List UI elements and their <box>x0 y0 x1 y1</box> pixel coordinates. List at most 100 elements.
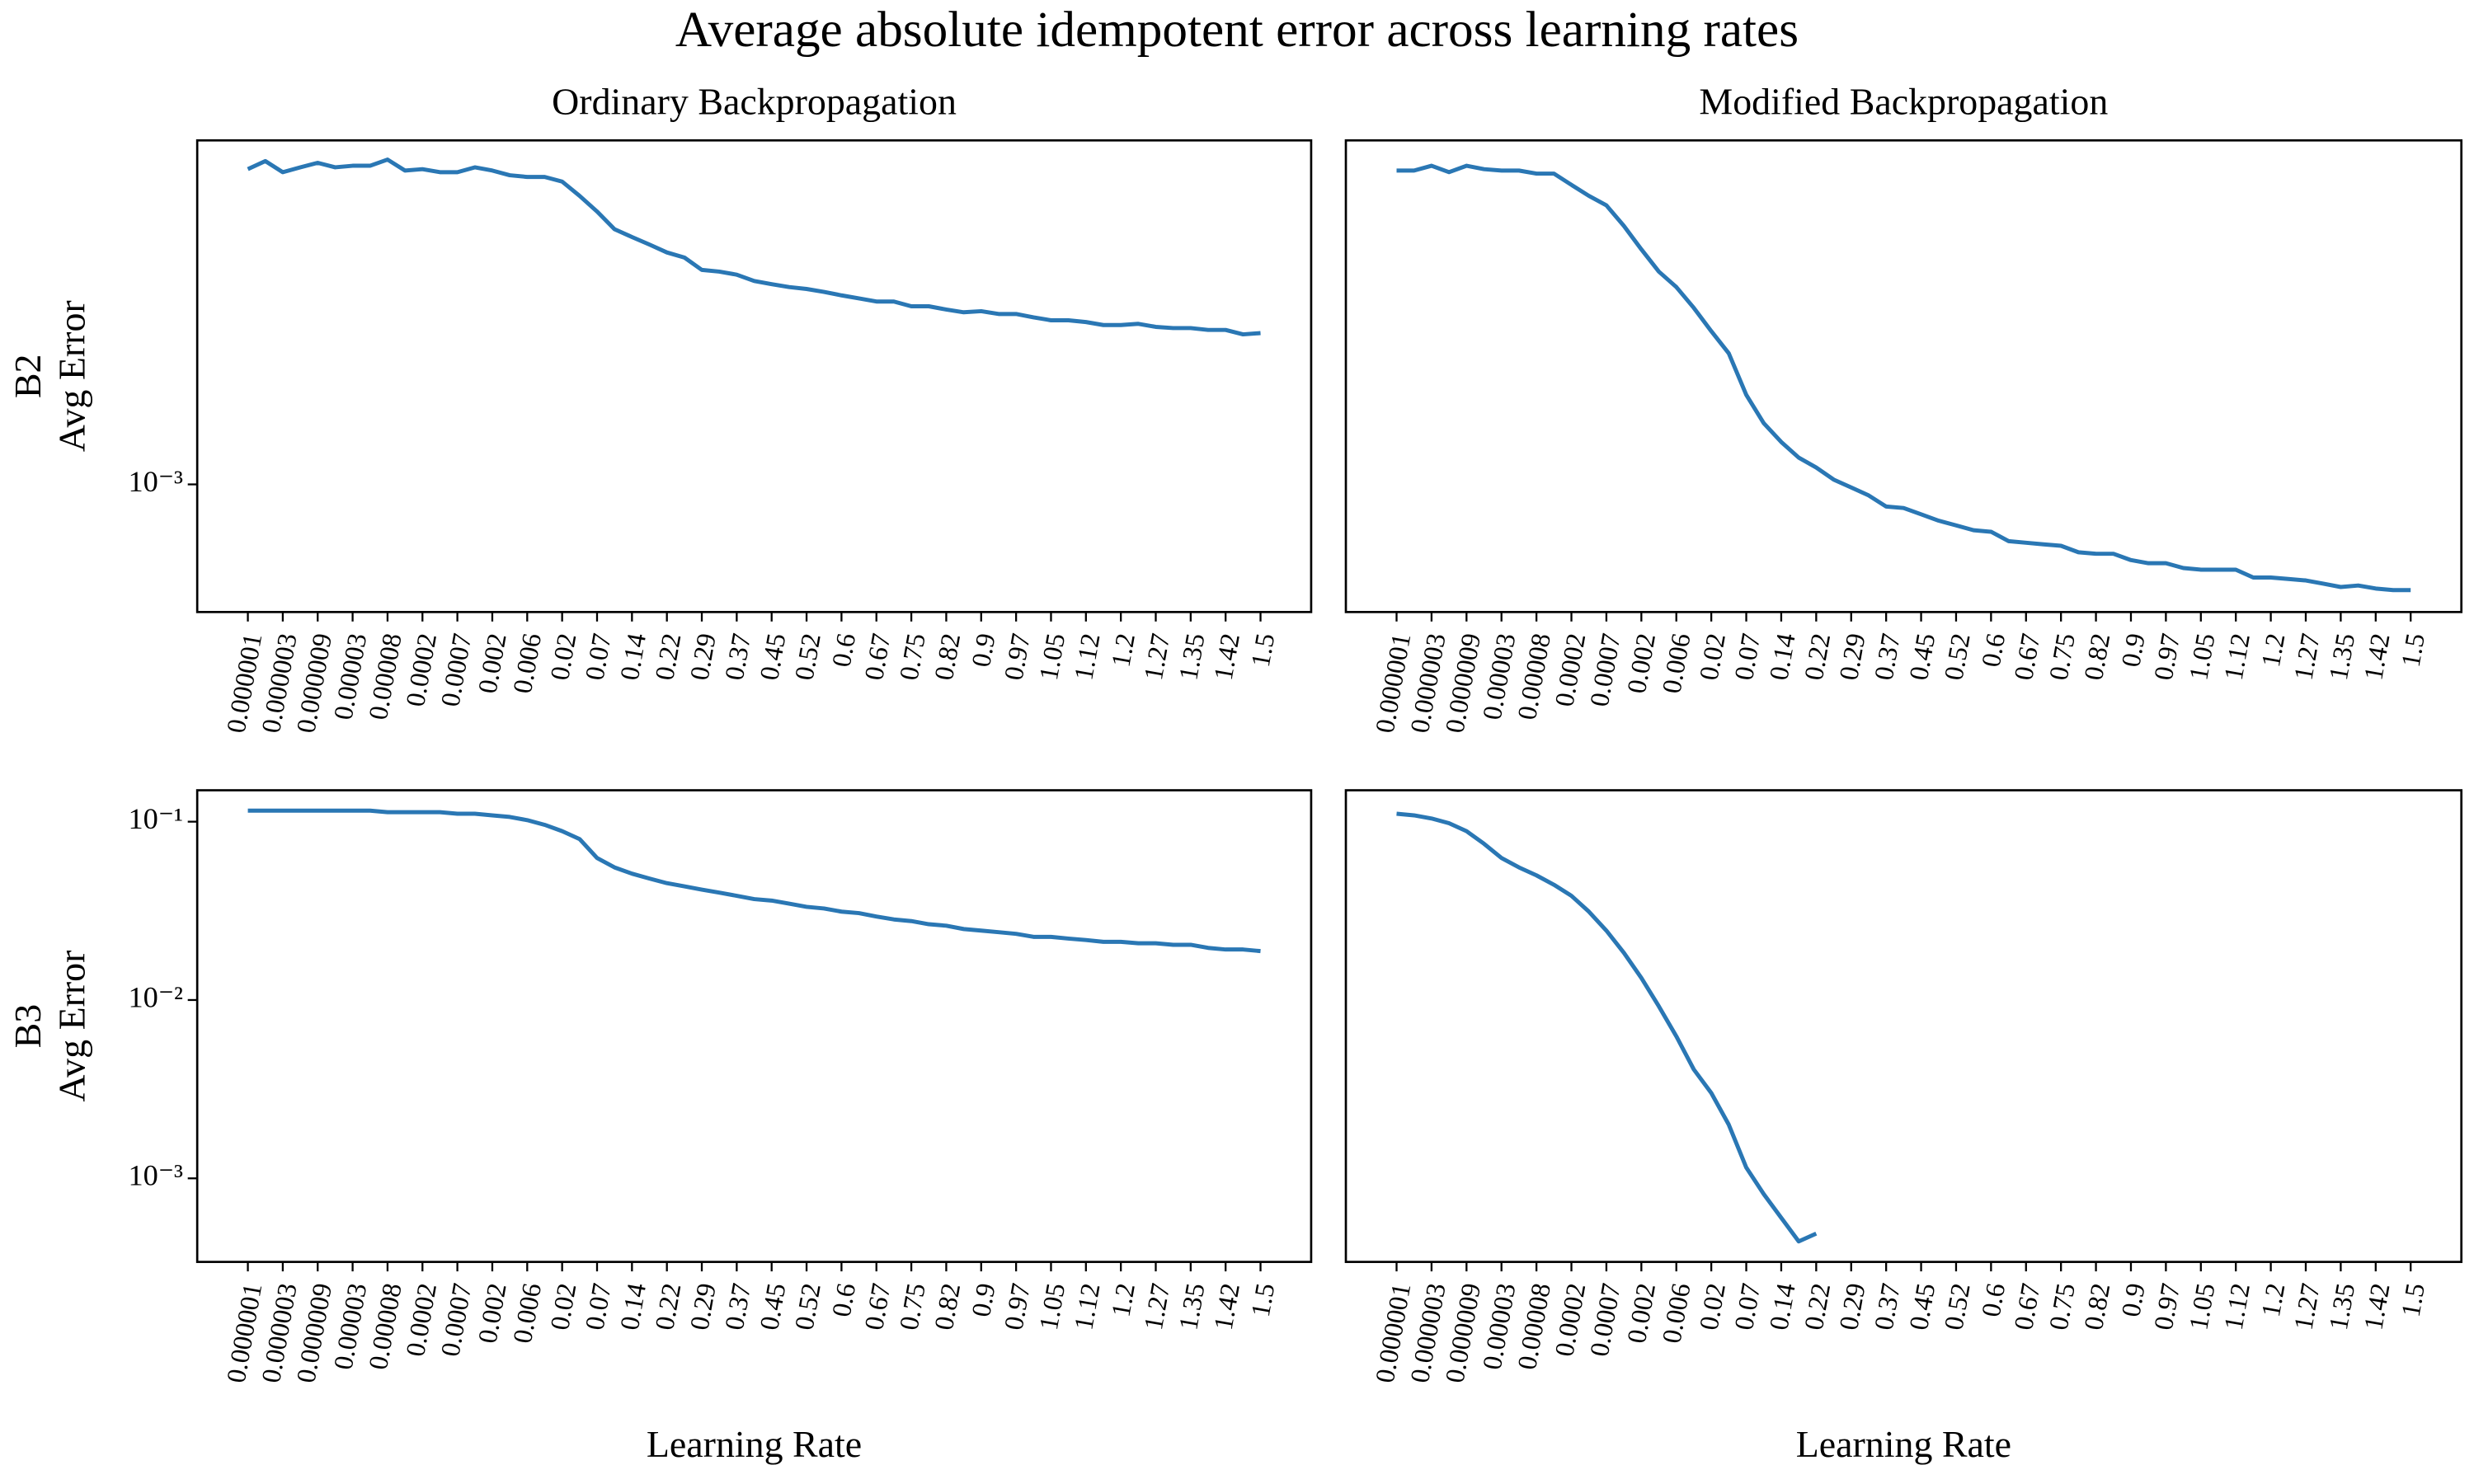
x-tick-label: 1.35 <box>2324 632 2361 683</box>
x-tick-label: 0.82 <box>929 632 967 683</box>
x-tick-label: 0.75 <box>895 632 932 683</box>
x-tick-label: 0.45 <box>1904 632 1941 683</box>
x-tick-label: 0.67 <box>859 632 896 683</box>
x-tick-label: 0.37 <box>720 632 757 683</box>
x-axis-label: Learning Rate <box>647 1423 862 1465</box>
x-tick-label: 0.002 <box>1622 1281 1662 1345</box>
x-tick-label: 0.52 <box>790 632 827 683</box>
x-tick-label: 0.52 <box>1939 632 1976 683</box>
y-tick-label: 10⁻¹ <box>129 802 183 835</box>
x-tick-label: 0.14 <box>1764 632 1801 683</box>
x-tick-label: 0.82 <box>929 1281 967 1332</box>
x-tick-label: 1.27 <box>1139 1281 1176 1332</box>
x-tick-label: 0.37 <box>1870 632 1907 683</box>
x-tick-label: 0.9 <box>967 632 1002 669</box>
x-tick-label: 0.0007 <box>435 1281 477 1359</box>
plot-frame <box>1344 139 2463 613</box>
x-tick-label: 0.02 <box>545 1281 582 1332</box>
x-tick-label: 1.05 <box>2184 1281 2221 1332</box>
x-tick-label: 1.5 <box>2396 1281 2431 1319</box>
subplot-title: Modified Backpropagation <box>1699 81 2108 123</box>
x-tick-label: 0.14 <box>615 632 652 683</box>
data-line <box>1396 163 2411 593</box>
x-tick-label: 0.22 <box>1799 1281 1837 1332</box>
x-tick-label: 0.6 <box>827 632 863 669</box>
x-tick-label: 0.07 <box>1729 1281 1766 1332</box>
x-axis-label: Learning Rate <box>1796 1423 2011 1465</box>
x-tick-label: 0.29 <box>1834 632 1871 683</box>
x-tick-label: 0.52 <box>790 1281 827 1332</box>
x-tick-label: 0.97 <box>999 1281 1037 1332</box>
x-tick-label: 0.97 <box>2149 1281 2186 1332</box>
x-tick-label: 1.27 <box>1139 632 1176 683</box>
x-tick-label: 0.07 <box>580 632 617 683</box>
x-tick-label: 0.002 <box>1622 632 1662 696</box>
x-tick-label: 0.07 <box>580 1281 617 1332</box>
data-line <box>1396 811 1818 1244</box>
y-tick-label: 10⁻³ <box>129 1159 184 1192</box>
x-tick-label: 0.37 <box>720 1281 757 1332</box>
x-tick-label: 0.02 <box>545 632 582 683</box>
x-tick-label: 0.52 <box>1939 1281 1976 1332</box>
x-tick-label: 0.29 <box>684 1281 722 1332</box>
x-tick-label: 0.0007 <box>1585 632 1627 709</box>
x-tick-label: 0.29 <box>684 632 722 683</box>
x-tick-label: 0.002 <box>473 632 513 696</box>
x-tick-label: 1.35 <box>1174 1281 1211 1332</box>
x-tick-label: 1.05 <box>1034 1281 1071 1332</box>
x-tick-label: 0.6 <box>827 1281 863 1319</box>
x-tick-label: 0.45 <box>1904 1281 1941 1332</box>
x-tick-label: 0.006 <box>1657 632 1696 696</box>
x-tick-label: 0.97 <box>999 632 1037 683</box>
x-tick-label: 1.35 <box>1174 632 1211 683</box>
x-tick-label: 1.42 <box>1209 632 1246 683</box>
x-tick-label: 0.9 <box>2116 632 2152 669</box>
x-tick-label: 0.002 <box>473 1281 513 1345</box>
row-label: B3 <box>7 1004 49 1049</box>
x-tick-label: 0.22 <box>1799 632 1837 683</box>
x-tick-label: 1.35 <box>2324 1281 2361 1332</box>
figure-title: Average absolute idempotent error across… <box>675 2 1799 58</box>
x-tick-label: 0.07 <box>1729 632 1766 683</box>
plot-frame <box>195 139 1313 613</box>
x-tick-label: 1.2 <box>2256 1281 2292 1319</box>
x-tick-label: 0.97 <box>2149 632 2186 683</box>
x-tick-label: 0.37 <box>1870 1281 1907 1332</box>
x-tick-label: 0.6 <box>1977 632 2012 669</box>
x-tick-label: 1.5 <box>1246 632 1282 669</box>
x-tick-label: 0.9 <box>2116 1281 2152 1319</box>
x-tick-label: 0.45 <box>755 1281 792 1332</box>
subplot-title: Ordinary Backpropagation <box>552 81 957 123</box>
x-tick-label: 1.42 <box>2359 1281 2396 1332</box>
x-tick-label: 0.75 <box>2044 1281 2081 1332</box>
x-tick-label: 1.5 <box>2396 632 2431 669</box>
x-tick-label: 1.2 <box>2256 632 2292 669</box>
x-tick-label: 1.05 <box>1034 632 1071 683</box>
plot-frame <box>195 789 1313 1263</box>
plot-frame <box>1344 789 2463 1263</box>
x-tick-label: 1.2 <box>1106 632 1141 669</box>
x-tick-label: 0.67 <box>859 1281 896 1332</box>
x-tick-label: 1.42 <box>2359 632 2396 683</box>
x-tick-label: 0.006 <box>1657 1281 1696 1345</box>
x-tick-label: 0.02 <box>1695 1281 1732 1332</box>
x-tick-label: 1.12 <box>2219 1281 2256 1332</box>
x-tick-label: 0.006 <box>508 1281 548 1345</box>
x-tick-label: 0.6 <box>1977 1281 2012 1319</box>
x-tick-label: 0.9 <box>967 1281 1002 1319</box>
y-tick-label: 10⁻² <box>129 980 184 1013</box>
x-tick-label: 0.14 <box>1764 1281 1801 1332</box>
x-tick-label: 0.22 <box>650 632 687 683</box>
x-tick-label: 0.14 <box>615 1281 652 1332</box>
x-tick-label: 1.27 <box>2288 632 2326 683</box>
x-tick-label: 1.12 <box>1069 632 1106 683</box>
data-line <box>247 808 1261 954</box>
x-tick-label: 0.22 <box>650 1281 687 1332</box>
x-tick-label: 0.82 <box>2079 632 2116 683</box>
x-tick-label: 0.0007 <box>1585 1281 1627 1359</box>
x-tick-label: 1.05 <box>2184 632 2221 683</box>
x-tick-label: 0.006 <box>508 632 548 696</box>
y-axis-label: Avg Error <box>50 951 92 1102</box>
x-tick-label: 1.27 <box>2288 1281 2326 1332</box>
x-tick-label: 0.0007 <box>435 632 477 709</box>
